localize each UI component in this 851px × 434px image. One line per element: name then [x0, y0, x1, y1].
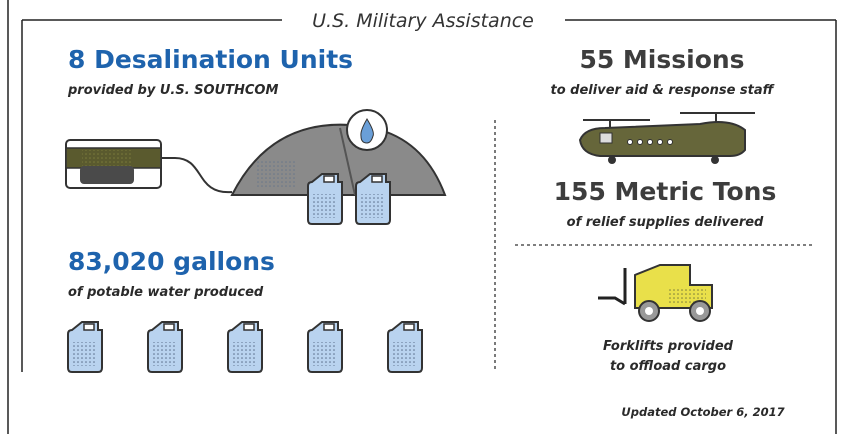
desalination-illustration — [66, 110, 445, 224]
forklift-illustration — [598, 265, 712, 321]
forklifts-line1: Forklifts provided — [603, 339, 734, 354]
forklifts-line2: to offload cargo — [610, 359, 726, 374]
page: U.S. Military Assistance {"header": {"ti… — [0, 0, 851, 434]
water-caption: of potable water produced — [68, 285, 264, 300]
water-jugs — [68, 322, 422, 372]
supplies-caption: of relief supplies delivered — [567, 215, 764, 230]
missions-headline: 55 Missions — [579, 45, 744, 74]
units-headline: 8 Desalination Units — [68, 45, 353, 74]
body: U.S. Military Assistance 8 Desalination … — [0, 0, 851, 434]
infographic: U.S. Military Assistance 8 Desalination … — [0, 0, 851, 434]
units-caption: provided by U.S. SOUTHCOM — [67, 83, 278, 98]
water-headline: 83,020 gallons — [68, 247, 275, 276]
dividers — [495, 120, 815, 372]
supplies-headline: 155 Metric Tons — [554, 177, 777, 206]
title: U.S. Military Assistance — [312, 10, 534, 32]
missions-caption: to deliver aid & response staff — [551, 83, 775, 98]
helicopter-illustration — [580, 113, 755, 164]
updated-note: Updated October 6, 2017 — [621, 405, 784, 419]
